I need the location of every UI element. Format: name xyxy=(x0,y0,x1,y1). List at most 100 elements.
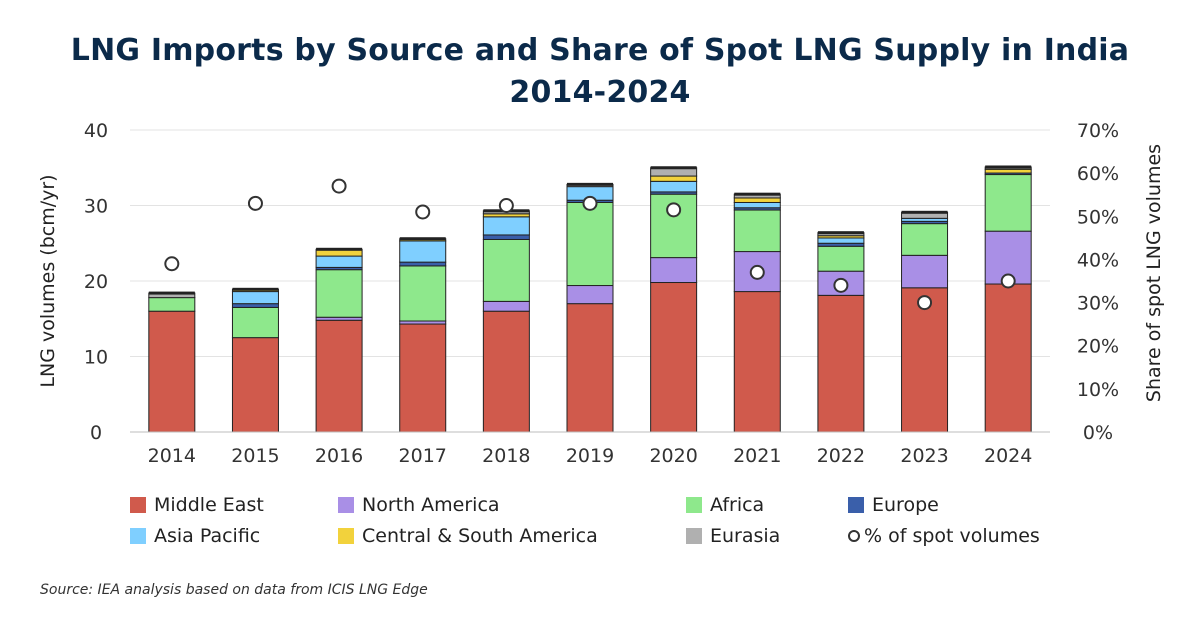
legend-item: Asia Pacific xyxy=(130,525,260,547)
x-tick-label: 2016 xyxy=(315,445,363,467)
legend-item: Eurasia xyxy=(686,525,780,547)
spot-point xyxy=(415,204,431,220)
legend-item: Middle East xyxy=(130,494,264,516)
bar-cap xyxy=(148,291,195,295)
legend-label: Eurasia xyxy=(710,525,781,547)
bar-segment xyxy=(984,168,1032,174)
x-tick-label: 2020 xyxy=(649,445,697,467)
y-right-tick-label: 0% xyxy=(1083,422,1113,444)
bar-cap xyxy=(399,237,446,241)
y-right-tick-label: 20% xyxy=(1077,336,1119,358)
bar-segment xyxy=(733,201,781,209)
y-right-axis-title: Share of spot LNG volumes xyxy=(1143,144,1165,402)
legend-swatch xyxy=(686,497,702,513)
legend-swatch xyxy=(686,528,702,544)
bar-segment xyxy=(733,197,781,203)
bar-segment xyxy=(901,223,949,256)
spot-point xyxy=(582,195,598,211)
legend-item: Europe xyxy=(848,494,939,516)
legend-label: Middle East xyxy=(154,494,264,516)
bar-segment xyxy=(650,175,698,182)
bar-segment xyxy=(315,319,363,433)
x-tick-label: 2022 xyxy=(817,445,865,467)
legend-swatch xyxy=(848,497,864,513)
bar-segment xyxy=(315,255,363,268)
bar-cap xyxy=(817,231,864,235)
title-line-1: LNG Imports by Source and Share of Spot … xyxy=(70,33,1130,68)
bar-segment xyxy=(399,240,447,263)
spot-point xyxy=(498,198,514,213)
bar-segment xyxy=(733,291,781,433)
bar-segment xyxy=(231,291,279,305)
legend: Middle East North America Africa Europe Asia… xyxy=(130,494,1130,558)
bar-segment xyxy=(650,257,698,284)
x-tick-label: 2024 xyxy=(984,445,1032,467)
y-left-tick-label: 10 xyxy=(84,347,108,369)
bar-segment xyxy=(650,180,698,193)
bar-segment xyxy=(566,303,614,433)
x-tick-label: 2018 xyxy=(482,445,530,467)
spot-point xyxy=(331,178,347,194)
bar-segment xyxy=(901,254,949,289)
bar-segment xyxy=(482,216,530,236)
bar-segment xyxy=(315,269,363,318)
chart-title: LNG Imports by Source and Share of Spot … xyxy=(0,30,1200,114)
y-right-tick-label: 40% xyxy=(1077,249,1119,271)
bar-segment xyxy=(733,209,781,253)
spot-markers xyxy=(164,178,1016,311)
spot-point xyxy=(666,202,682,218)
bar-segment xyxy=(650,282,698,433)
legend-label: Central & South America xyxy=(362,525,598,547)
bar-segment xyxy=(482,300,530,312)
spot-point xyxy=(749,264,765,280)
legend-swatch xyxy=(130,497,146,513)
y-right-tick-label: 30% xyxy=(1077,293,1119,315)
bar-segment xyxy=(482,310,530,433)
bar-segment xyxy=(399,261,447,267)
bar-cap xyxy=(985,165,1032,169)
spot-point xyxy=(247,195,263,211)
bar-cap xyxy=(567,182,613,186)
legend-swatch xyxy=(338,497,354,513)
spot-point xyxy=(917,295,933,311)
legend-item: Africa xyxy=(686,494,764,516)
bar-segment xyxy=(566,201,614,287)
legend-item: Central & South America xyxy=(338,525,598,547)
legend-label: Asia Pacific xyxy=(154,525,261,547)
bar-cap xyxy=(232,287,279,291)
bar-segment xyxy=(399,265,447,322)
bar-segment xyxy=(399,323,447,433)
bar-segment xyxy=(231,337,279,433)
x-tick-label: 2023 xyxy=(900,445,948,467)
bar-segment xyxy=(148,310,196,433)
y-left-tick-label: 40 xyxy=(84,120,108,142)
legend-swatch xyxy=(338,528,354,544)
spot-point xyxy=(1000,273,1016,289)
bar-segment xyxy=(482,238,530,302)
source-note: Source: IEA analysis based on data from … xyxy=(40,582,428,598)
y-left-tick-label: 30 xyxy=(84,196,108,218)
y-right-tick-label: 50% xyxy=(1077,206,1119,228)
x-tick-label: 2015 xyxy=(231,445,279,467)
bar-segment xyxy=(984,174,1032,232)
bar-segment xyxy=(817,245,865,272)
legend-label: North America xyxy=(362,494,500,516)
legend-label: % of spot volumes xyxy=(864,525,1040,547)
y-right-tick-label: 70% xyxy=(1077,120,1119,142)
bar-segment xyxy=(733,251,781,293)
y-right-tick-label: 10% xyxy=(1077,379,1119,401)
axes: 0 10 20 30 40 0% 10% 20% 30% 40% 50% 60% 70% LNG volu… xyxy=(37,120,1165,467)
bar-stacks xyxy=(148,165,1032,433)
bar-cap xyxy=(650,166,697,170)
legend-swatch xyxy=(130,528,146,544)
y-left-axis-title: LNG volumes (bcm/yr) xyxy=(37,174,59,387)
x-tick-label: 2017 xyxy=(399,445,447,467)
y-right-tick-label: 60% xyxy=(1077,163,1119,185)
x-tick-label: 2014 xyxy=(148,445,196,467)
legend-label: Europe xyxy=(872,494,939,516)
y-left-tick-label: 0 xyxy=(90,422,102,444)
bar-segment xyxy=(817,294,865,433)
bar-segment xyxy=(148,297,196,312)
y-left-tick-label: 20 xyxy=(84,271,108,293)
